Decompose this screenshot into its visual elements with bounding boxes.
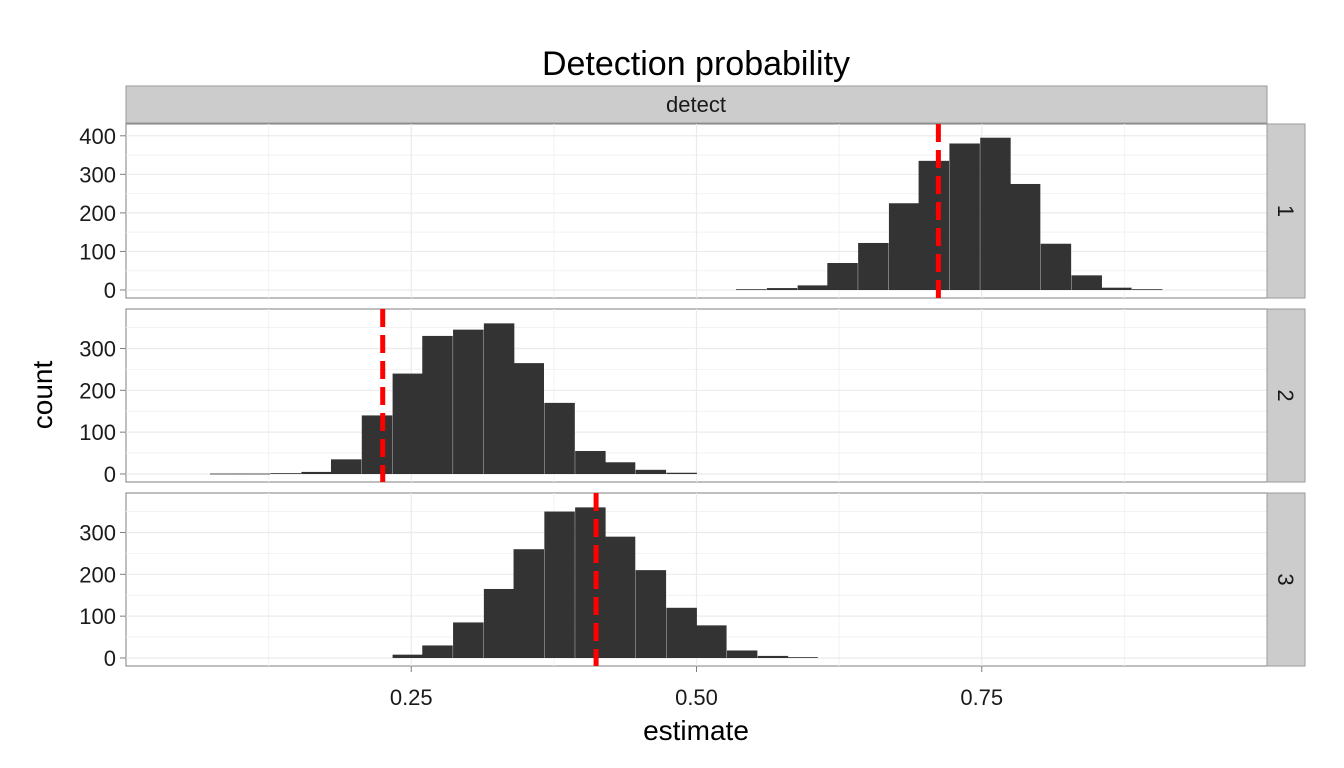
histogram-bar xyxy=(575,450,606,474)
histogram-bar xyxy=(949,143,980,290)
histogram-bar xyxy=(827,263,858,290)
histogram-bar xyxy=(513,363,545,474)
y-tick-label: 400 xyxy=(79,124,116,149)
column-strip-label: detect xyxy=(666,92,726,117)
y-tick-label: 0 xyxy=(104,462,116,487)
row-strip-background xyxy=(1266,308,1306,483)
histogram-bar xyxy=(666,607,697,658)
column-strip: detect xyxy=(125,85,1268,124)
histogram-bar xyxy=(787,657,818,658)
histogram-bar xyxy=(1009,183,1041,290)
histogram-bar xyxy=(696,625,727,658)
histogram-bar xyxy=(453,622,484,658)
histogram-bar xyxy=(544,511,575,658)
histogram-bar xyxy=(1131,289,1163,291)
histogram-bar xyxy=(330,459,362,474)
histogram-bar xyxy=(422,335,453,474)
histogram-bar xyxy=(766,288,798,290)
row-strip-background xyxy=(1266,492,1306,667)
facet-panel-3: 0 100 200 300 3 xyxy=(79,492,1306,671)
y-tick-label: 300 xyxy=(79,520,116,545)
y-axis-title: count xyxy=(27,361,58,430)
histogram-bar xyxy=(392,654,424,658)
histogram-bar xyxy=(513,549,545,658)
row-strip-label: 3 xyxy=(1273,573,1298,585)
histogram-bar xyxy=(422,645,453,658)
histogram-bar xyxy=(980,137,1011,290)
histogram-bar xyxy=(918,160,950,290)
histogram-bar xyxy=(1101,287,1132,290)
facet-panel-1: 0 100 200 300 400 1 xyxy=(79,123,1306,303)
facet-panels: 0 100 200 300 400 1 0 100 200 300 2 0 100 200 300 3 xyxy=(79,123,1306,671)
y-tick-label: 100 xyxy=(79,239,116,264)
x-tick-label: 0.50 xyxy=(675,685,718,710)
histogram-bar xyxy=(453,329,484,474)
chart-title: Detection probability xyxy=(542,45,850,83)
histogram-bar xyxy=(726,650,758,658)
y-tick-label: 200 xyxy=(79,378,116,403)
y-tick-label: 100 xyxy=(79,604,116,629)
histogram-bar xyxy=(604,462,636,474)
y-tick-label: 100 xyxy=(79,420,116,445)
histogram-bar xyxy=(575,507,606,658)
histogram-bar xyxy=(797,285,829,290)
histogram-bar xyxy=(666,472,697,474)
histogram-bar xyxy=(635,570,667,658)
row-strip-label: 1 xyxy=(1273,205,1298,217)
row-strip-background xyxy=(1266,123,1306,299)
column-strip-background xyxy=(125,85,1268,124)
histogram-bar xyxy=(1071,275,1102,290)
y-tick-label: 200 xyxy=(79,562,116,587)
histogram-bar xyxy=(544,402,575,474)
histogram-bar xyxy=(736,289,767,291)
x-tick-label: 0.75 xyxy=(960,685,1003,710)
y-tick-label: 300 xyxy=(79,162,116,187)
histogram-bar xyxy=(210,473,241,475)
y-tick-label: 300 xyxy=(79,336,116,361)
histogram-bar xyxy=(604,536,636,658)
row-strip-label: 2 xyxy=(1273,389,1298,401)
histogram-bar xyxy=(1040,243,1072,290)
histogram-bar xyxy=(757,655,789,658)
x-axis: 0.25 0.50 0.75 xyxy=(390,666,1003,710)
histogram-bar xyxy=(858,242,889,290)
histogram-bar xyxy=(392,373,424,474)
histogram-bar xyxy=(888,203,920,290)
histogram-bar xyxy=(361,415,393,474)
y-tick-label: 200 xyxy=(79,201,116,226)
y-tick-label: 0 xyxy=(104,278,116,303)
facet-panel-2: 0 100 200 300 2 xyxy=(79,308,1306,487)
x-tick-label: 0.25 xyxy=(390,685,433,710)
histogram-bar xyxy=(270,473,301,474)
histogram-bar xyxy=(635,469,667,474)
histogram-bar xyxy=(483,323,515,474)
x-axis-title: estimate xyxy=(643,715,749,746)
histogram-bar xyxy=(301,471,332,474)
y-tick-label: 0 xyxy=(104,646,116,671)
histogram-bar xyxy=(483,588,515,658)
histogram-bar xyxy=(239,473,271,475)
